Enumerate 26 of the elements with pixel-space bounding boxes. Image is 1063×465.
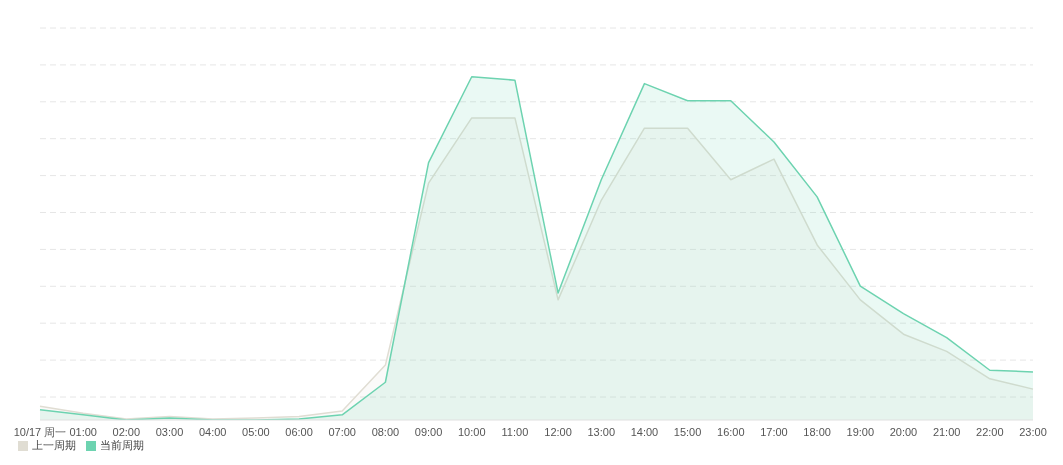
x-tick-label: 08:00: [371, 425, 400, 438]
x-tick-label: 03:00: [155, 425, 184, 438]
x-tick-label: 10/17 周一: [13, 425, 67, 438]
x-tick-label: 23:00: [1019, 425, 1047, 438]
x-tick-label: 17:00: [760, 425, 788, 438]
x-tick-label: 21:00: [932, 425, 961, 438]
legend-label: 上一周期: [32, 439, 76, 451]
x-tick-label: 13:00: [587, 425, 616, 438]
x-tick-label: 19:00: [846, 425, 875, 438]
x-tick-label: 01:00: [69, 425, 97, 438]
x-tick-label: 09:00: [414, 425, 443, 438]
x-tick-label: 20:00: [889, 425, 918, 438]
x-tick-label: 04:00: [198, 425, 227, 438]
x-tick-label: 05:00: [242, 425, 270, 438]
x-tick-label: 11:00: [501, 425, 529, 438]
x-tick-label: 06:00: [285, 425, 313, 438]
x-tick-label: 07:00: [328, 425, 356, 438]
x-tick-label: 16:00: [717, 425, 745, 438]
x-tick-label: 15:00: [673, 425, 702, 438]
x-tick-label: 14:00: [630, 425, 659, 438]
x-tick-label: 22:00: [976, 425, 1004, 438]
x-tick-label: 12:00: [544, 425, 572, 438]
x-tick-label: 18:00: [803, 425, 831, 438]
x-tick-label: 10:00: [457, 425, 486, 438]
legend-label: 当前周期: [100, 439, 144, 451]
x-tick-label: 02:00: [112, 425, 141, 438]
